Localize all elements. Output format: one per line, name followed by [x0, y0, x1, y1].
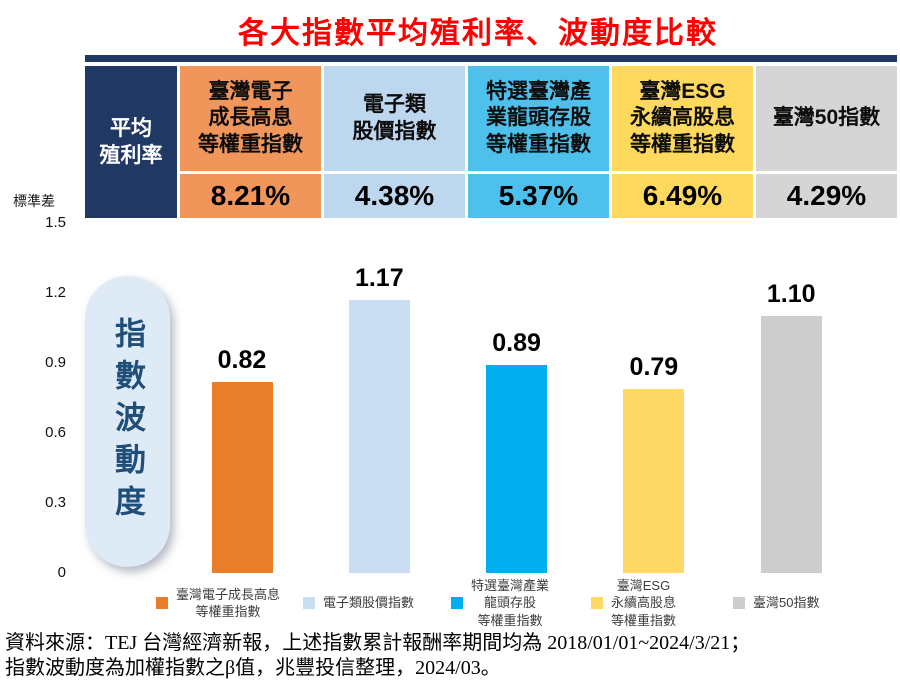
corner-label-line: 殖利率 [99, 144, 163, 167]
legend-swatch-icon [303, 597, 315, 609]
legend-label-line: 等權重指數 [611, 612, 677, 628]
table-top-border [85, 55, 897, 62]
corner-label-line: 平均 [110, 116, 152, 140]
legend-swatch-icon [156, 597, 168, 609]
bar-value-label: 1.10 [766, 280, 816, 309]
page-title: 各大指數平均殖利率、波動度比較 [238, 17, 718, 50]
table-header-line: 成長高息 [208, 106, 293, 130]
legend-item-label: 特選臺灣產業 龍頭存股 等權重指數 [471, 577, 549, 628]
table-header-line: 股價指數 [352, 119, 437, 143]
bar-2 [348, 300, 410, 573]
legend-label-line: 臺灣ESG [616, 578, 671, 594]
legend-item-4: 臺灣ESG 永續高股息 等權重指數 [591, 572, 676, 634]
bar-value-label: 0.89 [492, 329, 541, 358]
table-corner-cell: 平均 殖利率 [85, 66, 177, 218]
table-header-line: 等權重指數 [198, 132, 303, 156]
legend-swatch-icon [451, 597, 463, 609]
legend-item-label: 臺灣50指數 [753, 594, 819, 611]
y-tick-label: 0 [57, 564, 66, 581]
legend-item-1: 臺灣電子成長高息 等權重指數 [156, 572, 280, 634]
legend-item-3: 特選臺灣產業 龍頭存股 等權重指數 [451, 572, 549, 634]
table-value-3: 5.37% [468, 174, 609, 218]
legend-swatch-icon [733, 597, 745, 609]
table-header-line: 業龍頭存股 [486, 106, 591, 130]
source-note: 資料來源：TEJ 台灣經濟新報，上述指數累計報酬率期間均為 2018/01/01… [5, 631, 900, 681]
legend-item-label: 臺灣ESG 永續高股息 等權重指數 [611, 577, 676, 628]
legend-item-label: 電子類股價指數 [323, 594, 414, 611]
legend-label-line: 電子類股價指數 [323, 595, 415, 611]
bar-value-label: 0.82 [217, 345, 267, 374]
yield-table: 平均 殖利率 臺灣電子 成長高息 等權重指數 8.21% 電子類 股價指數 4.38% 特選臺… [85, 66, 897, 218]
legend-label-line: 龍頭存股 [484, 595, 537, 611]
table-value-2: 4.38% [324, 174, 465, 218]
legend-label-line: 等權重指數 [477, 612, 543, 628]
table-header-1: 臺灣電子 成長高息 等權重指數 [180, 66, 321, 171]
y-tick-label: 0.6 [45, 424, 66, 441]
table-value-5: 4.29% [756, 174, 897, 218]
legend-label-line: 永續高股息 [611, 595, 677, 611]
table-header-line: 臺灣ESG [639, 80, 726, 104]
legend-item-2: 電子類股價指數 [303, 572, 414, 634]
table-header-line: 等權重指數 [630, 132, 735, 156]
chart-title-pill: 指數波動度 [85, 276, 170, 567]
y-tick-label: 1.5 [45, 214, 66, 231]
legend-swatch-icon [591, 597, 603, 609]
table-header-line: 特選臺灣產 [486, 80, 591, 104]
legend-label-line: 臺灣電子成長高息 [176, 586, 281, 602]
bar-value-label: 1.17 [354, 264, 404, 292]
table-header-line: 臺灣電子 [208, 80, 293, 104]
legend-label-line: 特選臺灣產業 [471, 578, 550, 594]
table-header-line: 電子類 [363, 93, 426, 117]
y-tick-label: 0.3 [45, 494, 66, 511]
y-tick-label: 0.9 [45, 354, 66, 371]
legend-label-line: 等權重指數 [195, 604, 261, 619]
source-note-line-2: 指數波動度為加權指數之β值，兆豐投信整理，2024/03。 [5, 657, 501, 679]
bar-4 [623, 388, 685, 573]
table-header-line: 臺灣50指數 [772, 106, 881, 130]
y-axis-label: 標準差 [13, 193, 55, 209]
table-value-4: 6.49% [612, 174, 753, 218]
bar-3 [486, 365, 548, 573]
table-header-line: 等權重指數 [486, 132, 591, 156]
chart-title: 指數波動度 [110, 316, 145, 527]
table-value-1: 8.21% [180, 174, 321, 218]
legend-label-line: 臺灣50指數 [753, 595, 820, 611]
bar-5 [760, 316, 822, 573]
legend-item-label: 臺灣電子成長高息 等權重指數 [176, 586, 280, 620]
table-header-line: 永續高股息 [630, 106, 735, 130]
y-tick-label: 1.2 [45, 284, 66, 301]
table-header-3: 特選臺灣產 業龍頭存股 等權重指數 [468, 66, 609, 171]
table-header-5: 臺灣50指數 [756, 66, 897, 171]
table-header-4: 臺灣ESG 永續高股息 等權重指數 [612, 66, 753, 171]
bar-value-label: 0.79 [629, 352, 679, 381]
source-note-line-1: 資料來源：TEJ 台灣經濟新報，上述指數累計報酬率期間均為 2018/01/01… [5, 632, 751, 654]
table-header-2: 電子類 股價指數 [324, 66, 465, 171]
bar-1 [211, 381, 273, 573]
legend-item-5: 臺灣50指數 [733, 572, 819, 634]
